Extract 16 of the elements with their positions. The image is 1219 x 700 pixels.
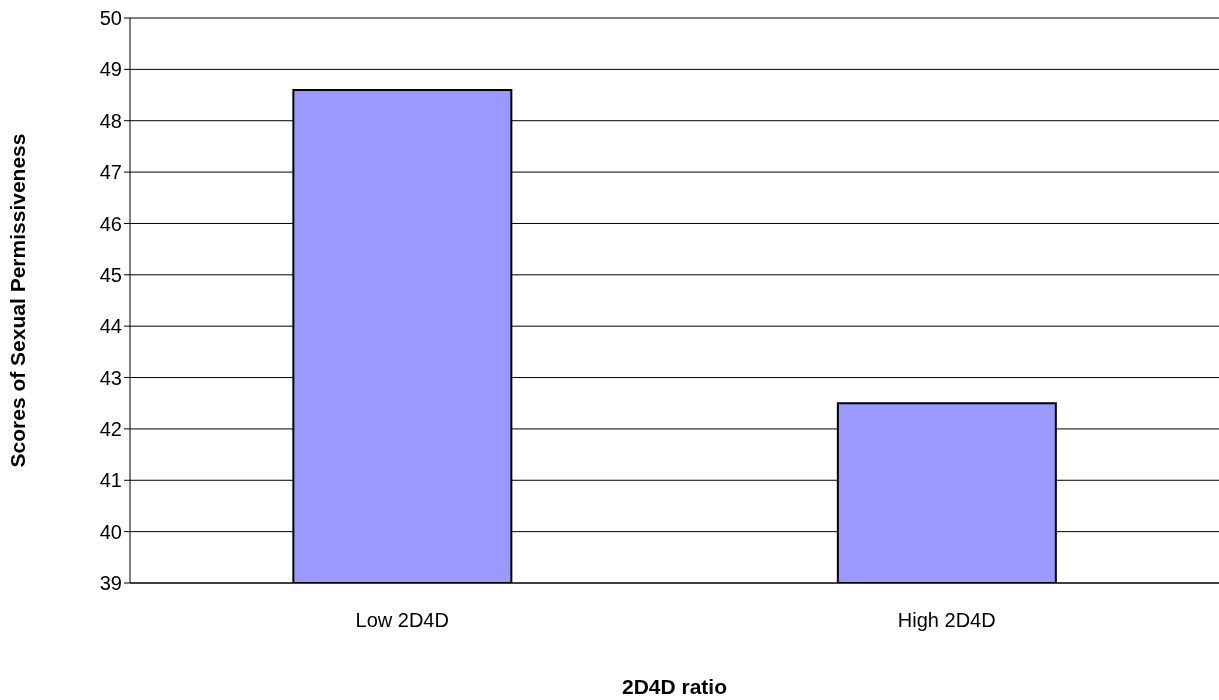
y-axis-title: Scores of Sexual Permissiveness [6,133,30,468]
y-tick-label: 39 [99,572,122,595]
x-axis-title: 2D4D ratio [621,675,728,698]
y-tick-label: 47 [99,161,122,184]
y-tick-label: 49 [99,58,122,81]
y-tick-label: 50 [99,7,122,30]
y-tick-label: 44 [99,315,122,338]
y-tick-label: 40 [99,520,122,543]
y-tick-label: 41 [99,469,122,492]
x-tick-label: Low 2D4D [355,609,449,632]
x-tick-label: High 2D4D [897,609,996,632]
y-tick-label: 43 [99,366,122,389]
y-tick-label: 42 [99,418,122,441]
y-tick-label: 46 [99,212,122,235]
y-tick-label: 45 [99,263,122,286]
y-tick-label: 48 [99,109,122,132]
